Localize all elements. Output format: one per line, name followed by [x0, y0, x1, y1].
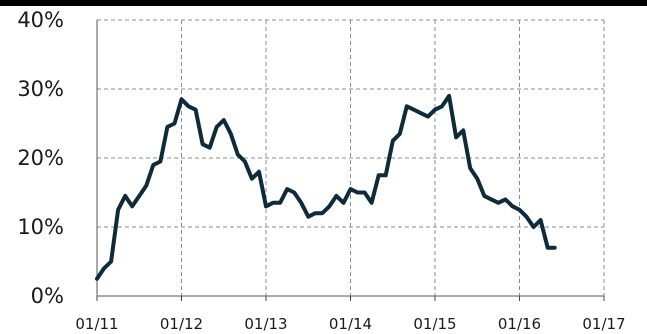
x-tick-label: 01/16: [498, 315, 541, 333]
x-tick-label: 01/17: [582, 315, 625, 333]
x-tick-label: 01/14: [329, 315, 372, 333]
x-tick-label: 01/13: [244, 315, 287, 333]
series-group: [95, 93, 557, 281]
y-tick-label: 30%: [17, 77, 64, 101]
y-tick-label: 10%: [17, 215, 64, 239]
y-axis-tick-labels: 0% 10% 20% 30% 40%: [17, 8, 64, 308]
top-border-bar: [0, 0, 647, 6]
x-tick-label: 01/11: [75, 315, 118, 333]
x-tick-label: 01/12: [160, 315, 203, 333]
y-tick-label: 20%: [17, 146, 64, 170]
series-line: [95, 93, 557, 281]
y-tick-label: 40%: [17, 8, 64, 32]
grid-lines: [97, 19, 605, 296]
y-tick-label: 0%: [31, 284, 64, 308]
axes: [96, 20, 605, 301]
x-axis-tick-labels: 01/11 01/12 01/13 01/14 01/15 01/16 01/17: [75, 315, 625, 333]
x-tick-label: 01/15: [413, 315, 456, 333]
